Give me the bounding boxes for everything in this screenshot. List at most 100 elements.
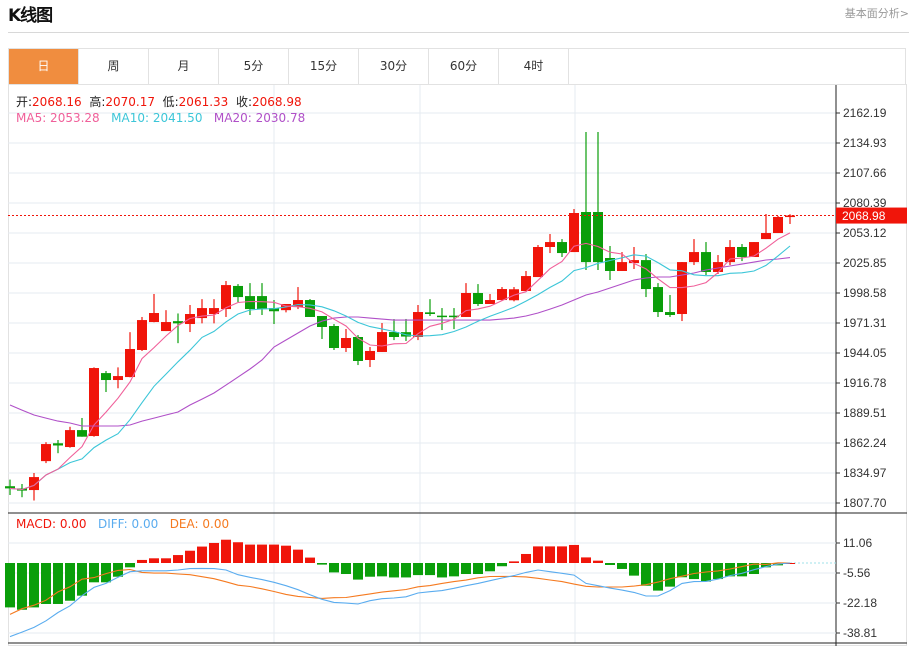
candle-down: [437, 315, 447, 318]
dea-line: [9, 562, 791, 615]
dea-value: DEA: 0.00: [169, 517, 230, 531]
y-tick-label: 1889.51: [843, 406, 887, 420]
divider: [8, 32, 909, 33]
close-value: 2068.98: [251, 95, 302, 109]
candle-up: [497, 289, 507, 301]
macd-bar: [437, 563, 447, 578]
fundamental-analysis-link[interactable]: 基本面分析>: [844, 7, 909, 20]
macd-bar: [425, 563, 435, 576]
macd-bar: [449, 563, 459, 577]
y-tick-label: 1834.97: [843, 466, 887, 480]
macd-tick-label: 11.06: [843, 536, 872, 550]
macd-bar: [725, 563, 735, 577]
macd-bar: [473, 563, 483, 575]
macd-bar: [677, 563, 687, 578]
tab-month[interactable]: 月: [149, 49, 219, 84]
candle-down: [101, 373, 111, 381]
candle-up: [689, 252, 699, 263]
candle-up: [137, 320, 147, 350]
tab-week[interactable]: 周: [79, 49, 149, 84]
macd-bar: [29, 563, 39, 608]
candle-up: [65, 430, 75, 448]
macd-bar: [209, 542, 219, 563]
candle-up: [125, 348, 135, 378]
macd-bar: [413, 563, 423, 576]
candle-up: [161, 322, 171, 332]
candle-up: [617, 262, 627, 271]
candle-down: [353, 337, 363, 361]
macd-bar: [317, 563, 327, 565]
macd-bar: [221, 539, 231, 563]
high-label: 高:: [89, 95, 106, 109]
macd-bar: [257, 544, 267, 563]
candle-down: [233, 285, 243, 298]
macd-value: MACD: 0.00: [16, 517, 87, 531]
y-tick-label: 2162.19: [843, 106, 887, 120]
macd-bar: [761, 563, 771, 568]
macd-bar: [329, 563, 339, 573]
candle-down: [269, 308, 279, 312]
macd-bar: [749, 563, 759, 575]
candle-down: [329, 326, 339, 349]
candle-up: [725, 247, 735, 263]
period-tabs: 日 周 月 5分 15分 30分 60分 4时: [8, 48, 906, 84]
close-label: 收:: [235, 95, 252, 109]
candle-up: [197, 308, 207, 319]
ma-legend: MA5: 2053.28 MA10: 2041.50 MA20: 2030.78: [16, 111, 305, 125]
last-price-tag: [836, 207, 907, 224]
candle-up: [785, 215, 795, 218]
ma20-line: [9, 257, 791, 427]
tab-60min[interactable]: 60分: [429, 49, 499, 84]
candle-up: [41, 444, 51, 462]
macd-bar: [689, 563, 699, 580]
candle-down: [389, 332, 399, 338]
candle-up: [533, 247, 543, 278]
tab-30min[interactable]: 30分: [359, 49, 429, 84]
candle-down: [449, 315, 459, 318]
macd-tick-label: -22.18: [843, 596, 877, 610]
macd-bar: [101, 563, 111, 583]
tab-day[interactable]: 日: [9, 49, 79, 84]
open-value: 2068.16: [32, 95, 82, 109]
y-tick-label: 1807.70: [843, 496, 887, 510]
candle-up: [377, 332, 387, 352]
tab-5min[interactable]: 5分: [219, 49, 289, 84]
macd-bar: [533, 546, 543, 563]
macd-bar: [401, 563, 411, 578]
high-value: 2070.17: [105, 95, 155, 109]
macd-bar: [89, 563, 99, 583]
candle-up: [113, 376, 123, 381]
y-tick-label: 2134.93: [843, 136, 887, 150]
candle-up: [545, 242, 555, 248]
candle-up: [569, 213, 579, 253]
tab-15min[interactable]: 15分: [289, 49, 359, 84]
macd-bar: [545, 546, 555, 563]
candle-up: [713, 262, 723, 272]
y-tick-label: 2080.39: [843, 196, 887, 210]
page-title: K线图: [8, 6, 53, 26]
macd-legend: MACD: 0.00 DIFF: 0.00 DEA: 0.00: [16, 517, 229, 531]
macd-bar: [197, 546, 207, 563]
candle-down: [737, 247, 747, 258]
candle-up: [413, 312, 423, 338]
ma20-value: MA20: 2030.78: [213, 111, 306, 125]
candle-up: [365, 350, 375, 360]
macd-bar: [269, 544, 279, 563]
candle-down: [173, 321, 183, 324]
macd-bar: [65, 563, 75, 601]
macd-bar: [605, 563, 615, 565]
ohlc-legend: 开:2068.16 高:2070.17 低:2061.33 收:2068.98: [16, 93, 302, 110]
ma5-value: MA5: 2053.28: [16, 111, 100, 125]
macd-bar: [341, 563, 351, 575]
diff-value: DIFF: 0.00: [98, 517, 159, 531]
macd-bar: [569, 544, 579, 563]
tab-4hour[interactable]: 4时: [499, 49, 569, 84]
macd-bar: [593, 560, 603, 563]
macd-bar: [305, 557, 315, 563]
low-value: 2061.33: [178, 95, 229, 109]
macd-bar: [17, 563, 27, 610]
macd-bar: [617, 563, 627, 569]
macd-tick-label: -5.56: [843, 566, 871, 580]
candle-up: [293, 300, 303, 308]
